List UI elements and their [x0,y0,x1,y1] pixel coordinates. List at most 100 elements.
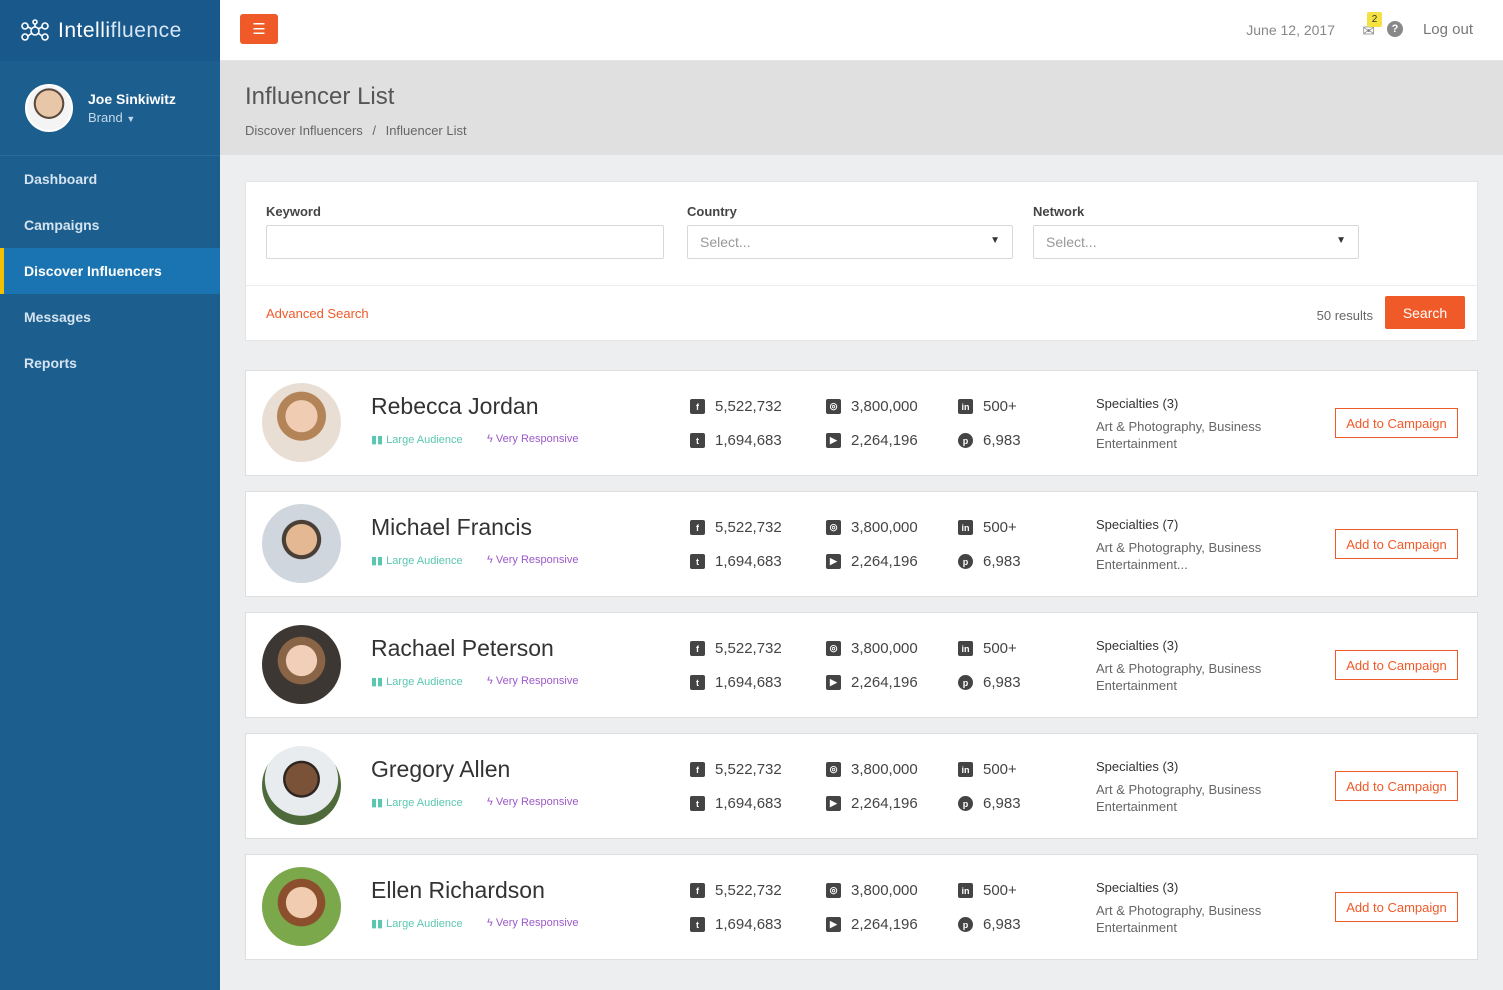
page-header: Influencer List Discover Influencers / I… [220,61,1503,155]
linkedin-stat: in 500+ [958,640,1017,657]
influencer-photo [262,504,341,583]
twitter-stat: t 1,694,683 [690,674,782,691]
influencer-card: Rebecca Jordan ▮▮ Large Audience ϟ Very … [245,370,1478,476]
logo[interactable]: Intellifluence [0,0,220,61]
user-profile[interactable]: Joe Sinkiwitz Brand ▼ [0,61,220,156]
facebook-stat: f 5,522,732 [690,882,782,899]
user-name: Joe Sinkiwitz [88,91,176,107]
instagram-icon: ◎ [826,520,841,535]
sidebar-item-dashboard[interactable]: Dashboard [24,171,98,187]
network-label: Network [1033,204,1085,219]
avatar [25,84,73,132]
specialties-list: Art & Photography, Business Entertainment [1096,419,1262,451]
sidebar-item-discover-influencers[interactable]: Discover Influencers [0,248,220,294]
youtube-stat: ▶ 2,264,196 [826,795,918,812]
specialties-title: Specialties (3) [1096,880,1179,895]
lightning-icon: ϟ [487,796,493,808]
sidebar-nav: Dashboard Campaigns Discover Influencers… [0,156,220,386]
breadcrumb: Discover Influencers / Influencer List [245,123,1503,138]
instagram-stat: ◎ 3,800,000 [826,640,918,657]
sidebar-item-campaigns[interactable]: Campaigns [24,217,100,233]
bar-chart-icon: ▮▮ [371,676,384,688]
caret-down-icon: ▼ [126,114,136,124]
specialties-list: Art & Photography, Business Entertainment… [1096,540,1262,572]
network-select[interactable]: Select... ▼ [1033,225,1359,259]
add-to-campaign-button[interactable]: Add to Campaign [1335,771,1458,801]
menu-toggle-button[interactable]: ☰ [240,14,278,44]
country-select[interactable]: Select... ▼ [687,225,1013,259]
keyword-label: Keyword [266,204,321,219]
add-to-campaign-button[interactable]: Add to Campaign [1335,892,1458,922]
facebook-stat: f 5,522,732 [690,761,782,778]
add-to-campaign-button[interactable]: Add to Campaign [1335,408,1458,438]
top-bar: ☰ June 12, 2017 ✉ 2 ? Log out [220,0,1503,61]
twitter-icon: t [690,554,705,569]
bar-chart-icon: ▮▮ [371,555,384,567]
pinterest-icon: p [958,796,973,811]
breadcrumb-separator: / [372,123,377,138]
linkedin-icon: in [958,883,973,898]
linkedin-icon: in [958,762,973,777]
user-role-dropdown[interactable]: Brand ▼ [88,110,136,125]
influencer-photo [262,867,341,946]
instagram-icon: ◎ [826,399,841,414]
twitter-stat: t 1,694,683 [690,916,782,933]
influencer-name[interactable]: Rebecca Jordan [371,393,539,419]
influencer-name[interactable]: Michael Francis [371,514,533,540]
lightning-icon: ϟ [487,554,493,566]
logout-link[interactable]: Log out [1422,21,1473,38]
facebook-icon: f [690,883,705,898]
pinterest-icon: p [958,917,973,932]
influencer-card: Michael Francis ▮▮ Large Audience ϟ Very… [245,491,1478,597]
youtube-stat: ▶ 2,264,196 [826,432,918,449]
specialties-title: Specialties (3) [1096,759,1179,774]
search-panel: Keyword Country Select... ▼ Network Selec… [245,181,1478,341]
youtube-icon: ▶ [826,433,841,448]
caret-down-icon: ▼ [1336,235,1346,246]
specialties-title: Specialties (7) [1096,517,1179,532]
network-logo-icon [21,18,49,41]
influencer-list: Rebecca Jordan ▮▮ Large Audience ϟ Very … [245,370,1478,975]
linkedin-stat: in 500+ [958,519,1017,536]
keyword-input[interactable] [266,225,664,259]
twitter-icon: t [690,917,705,932]
very-responsive-tag: ϟ Very Responsive [487,796,579,808]
facebook-icon: f [690,762,705,777]
help-icon[interactable]: ? [1387,21,1403,37]
youtube-icon: ▶ [826,796,841,811]
influencer-name[interactable]: Gregory Allen [371,756,511,782]
instagram-stat: ◎ 3,800,000 [826,519,918,536]
specialties-list: Art & Photography, Business Entertainment [1096,782,1262,814]
large-audience-tag: ▮▮ Large Audience [371,797,463,809]
bar-chart-icon: ▮▮ [371,797,384,809]
breadcrumb-discover[interactable]: Discover Influencers [245,123,363,138]
influencer-photo [262,746,341,825]
facebook-icon: f [690,641,705,656]
add-to-campaign-button[interactable]: Add to Campaign [1335,529,1458,559]
sidebar-item-messages[interactable]: Messages [24,309,91,325]
pinterest-icon: p [958,554,973,569]
logo-text: Intellifluence [58,18,182,42]
pinterest-stat: p 6,983 [958,432,1021,449]
linkedin-icon: in [958,641,973,656]
large-audience-tag: ▮▮ Large Audience [371,918,463,930]
linkedin-stat: in 500+ [958,882,1017,899]
very-responsive-tag: ϟ Very Responsive [487,675,579,687]
pinterest-icon: p [958,433,973,448]
sidebar-item-reports[interactable]: Reports [24,355,77,371]
influencer-card: Ellen Richardson ▮▮ Large Audience ϟ Ver… [245,854,1478,960]
influencer-card: Rachael Peterson ▮▮ Large Audience ϟ Ver… [245,612,1478,718]
specialties-title: Specialties (3) [1096,396,1179,411]
linkedin-icon: in [958,520,973,535]
search-button[interactable]: Search [1385,296,1465,329]
advanced-search-link[interactable]: Advanced Search [266,306,369,321]
pinterest-stat: p 6,983 [958,795,1021,812]
influencer-card: Gregory Allen ▮▮ Large Audience ϟ Very R… [245,733,1478,839]
influencer-name[interactable]: Rachael Peterson [371,635,554,661]
results-count: 50 results [1316,308,1373,323]
specialties-list: Art & Photography, Business Entertainment [1096,903,1262,935]
add-to-campaign-button[interactable]: Add to Campaign [1335,650,1458,680]
facebook-stat: f 5,522,732 [690,398,782,415]
influencer-name[interactable]: Ellen Richardson [371,877,545,903]
mail-icon[interactable]: ✉ [1362,23,1375,40]
